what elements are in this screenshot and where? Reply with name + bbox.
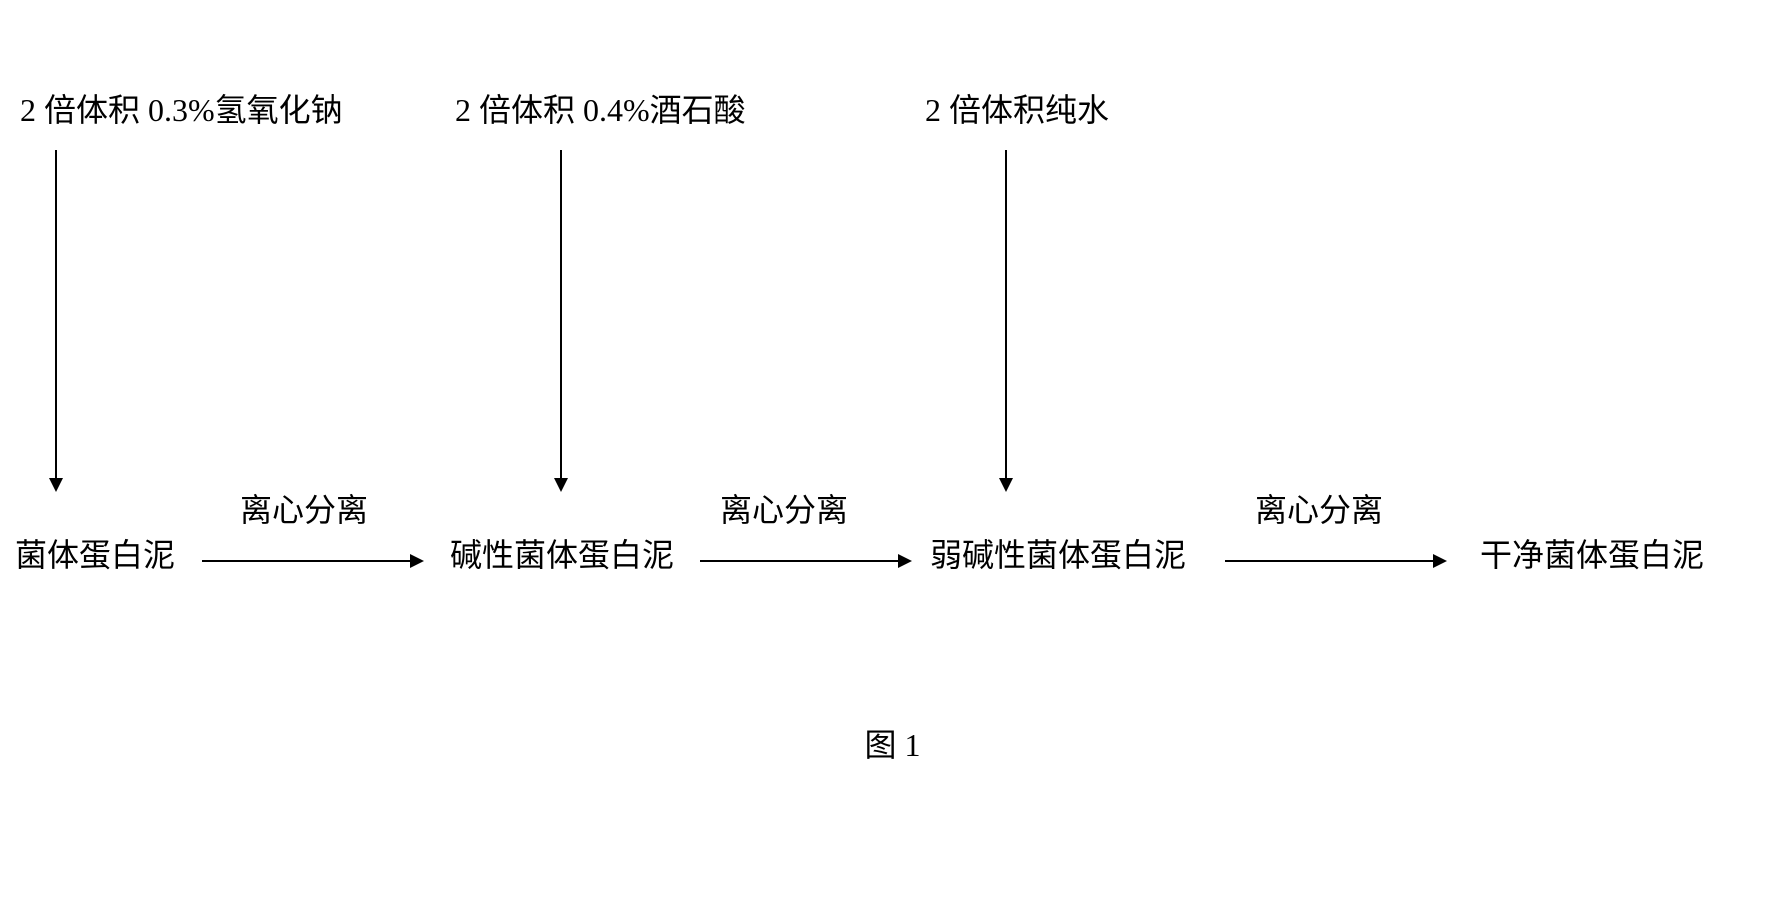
arrow-horizontal-2 [700,560,910,562]
arrow-horizontal-1 [202,560,422,562]
node-4: 干净菌体蛋白泥 [1480,530,1704,576]
arrow-horizontal-3 [1225,560,1445,562]
input-label-1: 2 倍体积 0.3%氢氧化钠 [20,85,343,131]
input-label-2: 2 倍体积 0.4%酒石酸 [455,85,746,131]
input-label-3: 2 倍体积纯水 [925,85,1109,131]
arrow-vertical-1 [55,150,57,490]
node-1: 菌体蛋白泥 [15,530,175,576]
figure-caption: 图 1 [864,720,920,766]
arrow-vertical-2 [560,150,562,490]
node-3: 弱碱性菌体蛋白泥 [930,530,1186,576]
edge-label-3: 离心分离 [1255,485,1383,531]
node-2: 碱性菌体蛋白泥 [450,530,674,576]
edge-label-2: 离心分离 [720,485,848,531]
flowchart-container: 2 倍体积 0.3%氢氧化钠 2 倍体积 0.4%酒石酸 2 倍体积纯水 菌体蛋… [0,0,1785,906]
edge-label-1: 离心分离 [240,485,368,531]
arrow-vertical-3 [1005,150,1007,490]
